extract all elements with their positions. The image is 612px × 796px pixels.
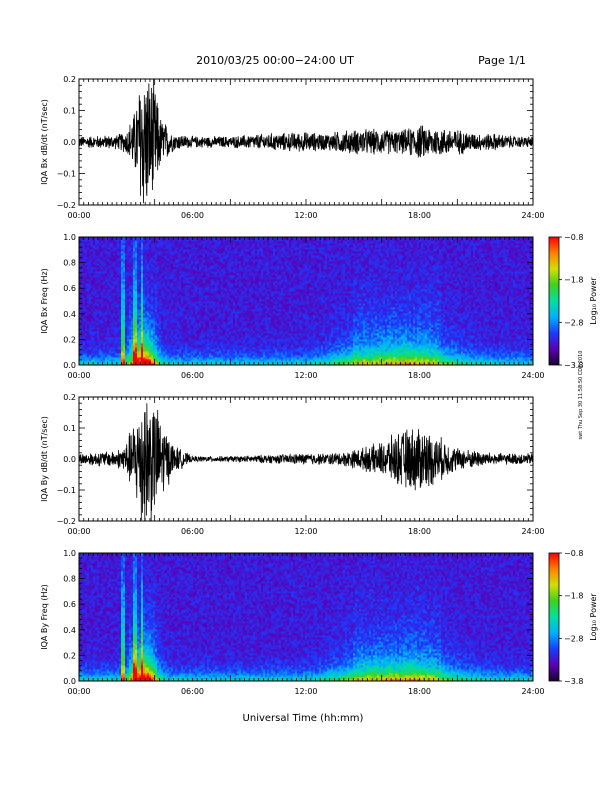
x-tick-label: 24:00 [521, 211, 544, 220]
panel-1: 00:00 06:00 12:00 18:00 24:00 0.2 0.1 0.0 −0.1 −0… [40, 75, 545, 220]
page-number: Page 1/1 [478, 54, 526, 67]
x-tick-label: 00:00 [67, 211, 90, 220]
y-tick-label: −0.1 [57, 170, 76, 179]
y-tick-label: −0.2 [57, 201, 76, 210]
page-title: 2010/03/25 00:00−24:00 UT [196, 54, 354, 67]
x-tick-label: 06:00 [181, 211, 204, 220]
waveform-trace [79, 79, 533, 203]
y-axis-title: IQA Bx dB/dt (nT/sec) [40, 99, 49, 185]
x-tick-label: 12:00 [294, 211, 317, 220]
y-tick-label: 0.0 [63, 138, 76, 147]
x-tick-label: 18:00 [408, 211, 431, 220]
panels: 00:00 06:00 12:00 18:00 24:00 0.2 0.1 0.0 −0.1 −0… [40, 75, 598, 696]
spectrogram-cells [79, 237, 533, 365]
y-tick-label: 0.2 [63, 75, 76, 84]
y-tick-label: 0.1 [63, 107, 76, 116]
